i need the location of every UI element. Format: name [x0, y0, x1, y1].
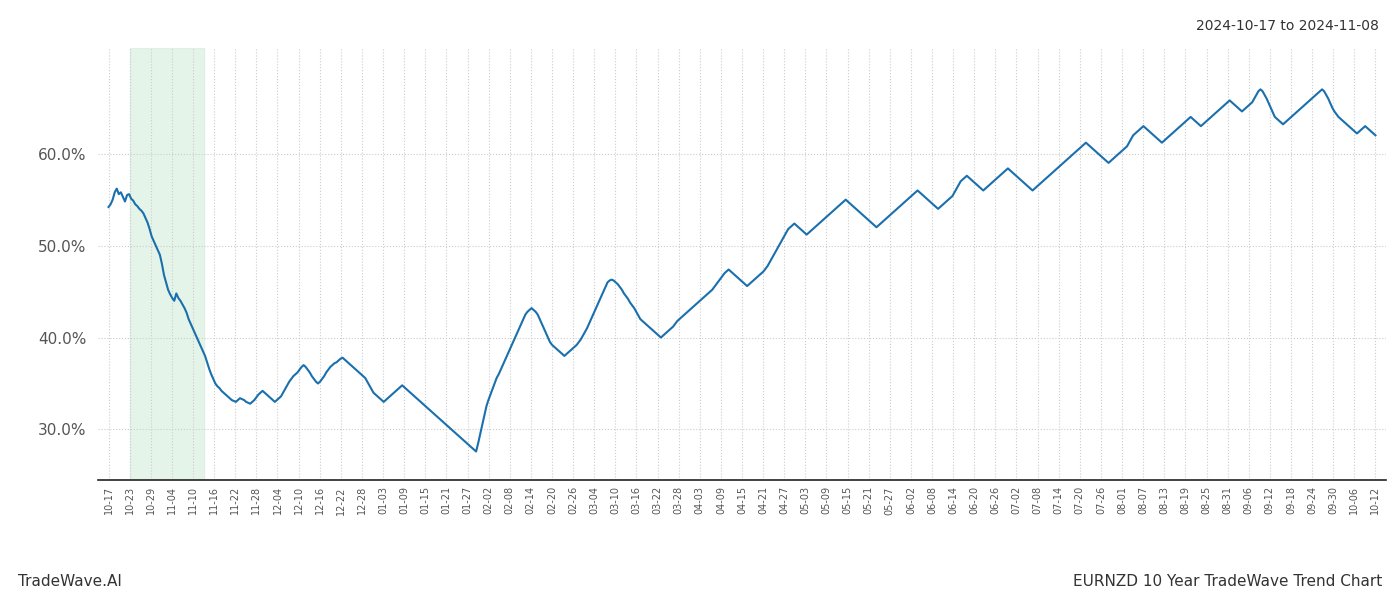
Text: 2024-10-17 to 2024-11-08: 2024-10-17 to 2024-11-08 [1196, 19, 1379, 33]
Text: EURNZD 10 Year TradeWave Trend Chart: EURNZD 10 Year TradeWave Trend Chart [1072, 574, 1382, 589]
Text: TradeWave.AI: TradeWave.AI [18, 574, 122, 589]
Bar [130, 48, 203, 480]
